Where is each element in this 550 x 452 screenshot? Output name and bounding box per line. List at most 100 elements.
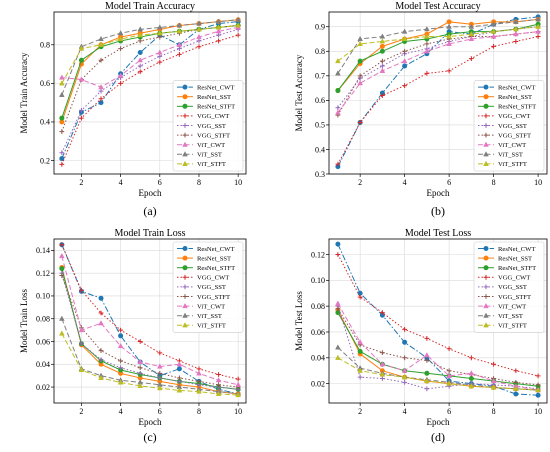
legend-entry: ResNet_STFT [197, 265, 235, 272]
legend: ResNet_CWT ResNet_SST ResNet_STFT VGG_CWT VG… [473, 241, 545, 333]
data-point [98, 374, 104, 380]
data-point [176, 46, 182, 52]
data-point [357, 367, 363, 373]
data-point [78, 366, 85, 373]
data-point [117, 379, 124, 385]
series-vgg-cwt [335, 34, 541, 167]
data-point [446, 372, 452, 378]
data-point [335, 310, 341, 316]
data-point [513, 385, 519, 391]
series-line [337, 357, 539, 391]
legend-marker [483, 94, 489, 100]
data-point [424, 33, 430, 39]
data-point [137, 38, 143, 44]
data-point [235, 32, 241, 38]
data-point [118, 333, 124, 339]
legend-marker [182, 132, 188, 138]
series-line [337, 254, 539, 377]
y-tick-label: 0.12 [311, 250, 325, 259]
y-tick-label: 0.08 [311, 302, 325, 311]
data-point [98, 96, 104, 102]
legend-entry: ViT_CWT [197, 303, 225, 310]
data-point [157, 375, 163, 381]
data-point [176, 361, 183, 367]
legend-marker [483, 151, 489, 157]
series-vgg-cwt [335, 252, 541, 379]
legend-entry: VGG_CWT [197, 275, 229, 282]
data-point [401, 367, 408, 373]
y-tick-label: 0.04 [36, 360, 50, 369]
data-point [535, 392, 541, 398]
y-tick-label: 0.2 [40, 156, 50, 165]
series-line [61, 26, 239, 88]
data-point [118, 358, 124, 364]
x-tick-label: 6 [158, 407, 162, 416]
legend-marker [483, 312, 489, 318]
x-axis-label: Epoch [427, 188, 450, 198]
legend-box [473, 241, 545, 333]
data-point [118, 365, 124, 371]
data-point [468, 375, 474, 381]
chart-title: Model Train Accuracy [105, 1, 195, 12]
y-tick-label: 0.08 [36, 315, 50, 324]
data-point [446, 346, 452, 352]
data-point [424, 352, 430, 358]
data-point [157, 34, 163, 40]
data-point [424, 377, 430, 384]
y-tick-label: 0.06 [311, 328, 325, 337]
legend: ResNet_CWT ResNet_SST ResNet_STFT VGG_CWT VG… [172, 241, 244, 333]
data-point [176, 52, 182, 57]
data-point [98, 57, 104, 63]
data-point [468, 383, 475, 389]
y-tick-label: 0.10 [36, 292, 50, 301]
data-point [357, 73, 363, 79]
legend-marker [182, 322, 188, 328]
series-line [337, 18, 539, 91]
y-tick-label: 0.10 [311, 276, 325, 285]
panel-caption: (b) [431, 204, 445, 218]
y-tick-label: 0.02 [311, 379, 325, 388]
data-point [216, 372, 221, 377]
legend-box [172, 80, 244, 172]
series-vit-cwt [59, 24, 241, 90]
x-axis-label: Epoch [139, 417, 162, 427]
data-point [357, 290, 363, 296]
data-point [59, 74, 65, 80]
legend-marker [182, 113, 188, 119]
legend-entry: ViT_SST [197, 152, 222, 159]
series-line [61, 21, 239, 159]
data-point [98, 41, 104, 47]
legend-entry: VGG_STFT [197, 132, 230, 139]
data-point [402, 326, 408, 332]
series-line [337, 16, 539, 167]
series-line [337, 347, 539, 391]
x-tick-label: 8 [492, 407, 496, 416]
data-point [468, 30, 475, 37]
data-point [357, 35, 363, 42]
data-point [513, 26, 519, 32]
x-tick-label: 10 [234, 178, 242, 187]
data-point [215, 28, 222, 34]
data-point [156, 49, 163, 55]
data-point [335, 354, 341, 360]
data-point [98, 35, 104, 42]
data-point [335, 161, 341, 167]
data-point [357, 348, 363, 354]
data-point [117, 30, 124, 36]
series-vit-sst [59, 16, 241, 97]
legend-entry: ResNet_STFT [498, 265, 536, 272]
data-point [357, 339, 363, 345]
y-axis-label: Model Train Accuracy [19, 52, 29, 133]
legend-entry: ResNet_SST [498, 255, 532, 262]
legend-marker [483, 246, 489, 251]
x-tick-label: 2 [79, 178, 83, 187]
legend-marker [483, 274, 489, 280]
data-point [59, 150, 65, 156]
data-point [235, 391, 241, 398]
data-point [379, 371, 386, 377]
series-line [61, 25, 239, 84]
series-line [61, 34, 239, 165]
data-point [491, 361, 497, 367]
data-point [79, 341, 84, 347]
legend-marker [483, 255, 489, 261]
